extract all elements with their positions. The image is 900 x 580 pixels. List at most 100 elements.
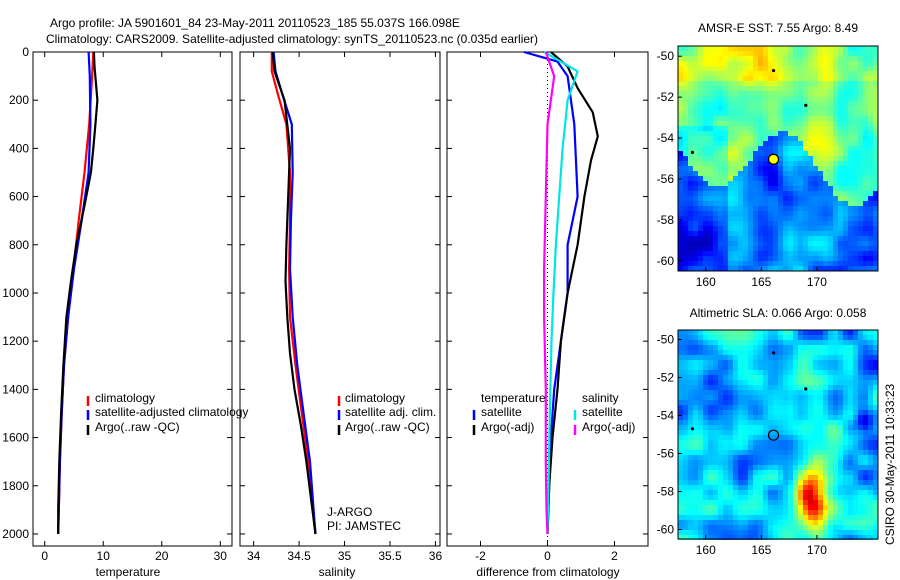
sla_map-cell (758, 370, 763, 375)
sst_map-cell (813, 251, 818, 256)
sst_map-cell (868, 71, 873, 76)
sst_map-cell (738, 61, 743, 66)
sla_map-cell (768, 340, 773, 345)
sst_map-cell (823, 101, 828, 106)
sst_map-cell (803, 61, 808, 66)
sla_map-cell (868, 415, 873, 420)
sst_map-cell (853, 61, 858, 66)
sla_map-cell (753, 405, 758, 410)
sla_map-cell (768, 510, 773, 515)
sst_map-cell (773, 196, 778, 201)
sla_map-cell (713, 335, 718, 340)
sst_map-cell (788, 121, 793, 126)
sst_map-cell (693, 226, 698, 231)
sla_map-cell (758, 470, 763, 475)
sla_map-cell (833, 520, 838, 525)
sst_map-cell (813, 111, 818, 116)
sla_map-cell (848, 345, 853, 350)
sst_map-cell (778, 126, 783, 131)
sst_map-cell (848, 141, 853, 146)
sla_map-cell (698, 430, 703, 435)
sst_map-cell (753, 131, 758, 136)
sst_map-cell (743, 101, 748, 106)
sst_map-cell (823, 166, 828, 171)
sst_map-cell (848, 51, 853, 56)
sst_map-cell (748, 266, 753, 271)
sla_map-cell (708, 445, 713, 450)
sst_map-cell (683, 96, 688, 101)
sla_map-cell (758, 490, 763, 495)
sst_map-cell (818, 241, 823, 246)
sst_map-cell (798, 121, 803, 126)
sst_map-cell (758, 206, 763, 211)
diff-legend-temp-argo: Argo(-adj) (481, 420, 534, 434)
sst_map-cell (748, 91, 753, 96)
sst_map-ytick-label: -60 (657, 254, 675, 268)
sst_map-cell (813, 171, 818, 176)
sst_map-cell (868, 191, 873, 196)
sst_map-cell (753, 156, 758, 161)
sst_map-cell (858, 81, 863, 86)
sla_map-cell (843, 460, 848, 465)
sla_map-cell (863, 515, 868, 520)
sst_map-cell (848, 236, 853, 241)
sst_map-cell (848, 166, 853, 171)
sla_map-cell (798, 505, 803, 510)
sla_map-cell (723, 525, 728, 530)
sst_map-cell (843, 266, 848, 271)
sst_map-cell (838, 101, 843, 106)
sst_map-cell (773, 101, 778, 106)
sst_map-cell (853, 161, 858, 166)
sst_map-cell (748, 166, 753, 171)
sst_map-cell (858, 141, 863, 146)
sla_map-cell (693, 330, 698, 335)
sla_map-cell (863, 395, 868, 400)
sst_map-cell (763, 256, 768, 261)
sst_map-cell (693, 126, 698, 131)
sla_map-cell (803, 410, 808, 415)
sla_map-cell (698, 400, 703, 405)
sst_map-cell (703, 181, 708, 186)
sst_map-cell (718, 196, 723, 201)
sst_map-cell (688, 101, 693, 106)
sst_map-cell (773, 176, 778, 181)
sst_map-cell (798, 116, 803, 121)
sla_map-cell (698, 375, 703, 380)
sst_map-cell (688, 131, 693, 136)
sst_map-cell (833, 176, 838, 181)
sla_map-cell (683, 350, 688, 355)
sst_map-cell (698, 256, 703, 261)
sst_map-cell (733, 51, 738, 56)
sla_map-cell (758, 535, 763, 540)
sst_map-cell (733, 46, 738, 51)
sla_map-cell (678, 485, 683, 490)
sla_map-cell (823, 445, 828, 450)
sla_map-cell (863, 500, 868, 505)
sla_map-cell (868, 345, 873, 350)
sla_map-cell (698, 395, 703, 400)
sla_map-cell (758, 390, 763, 395)
sst_map-cell (823, 146, 828, 151)
sla_map-cell (718, 385, 723, 390)
sst_map-cell (688, 201, 693, 206)
sla_map-cell (873, 535, 878, 540)
depth-tick-label: 1000 (2, 286, 29, 300)
sla_map-cell (733, 510, 738, 515)
sst_map-cell (728, 116, 733, 121)
sst_map-cell (708, 226, 713, 231)
sla_map-cell (848, 410, 853, 415)
sst_map-cell (773, 141, 778, 146)
sst_map-cell (698, 151, 703, 156)
sla_map-cell (748, 375, 753, 380)
sst_map-cell (713, 96, 718, 101)
sla_map-cell (718, 355, 723, 360)
sla_map-cell (703, 400, 708, 405)
sla_map-cell (853, 340, 858, 345)
sla_map-cell (743, 500, 748, 505)
sla_map-cell (828, 400, 833, 405)
sst_map-cell (838, 236, 843, 241)
sst_map-cell (778, 146, 783, 151)
sla_map-cell (723, 465, 728, 470)
sla_map-cell (778, 535, 783, 540)
sst_map-cell (708, 261, 713, 266)
